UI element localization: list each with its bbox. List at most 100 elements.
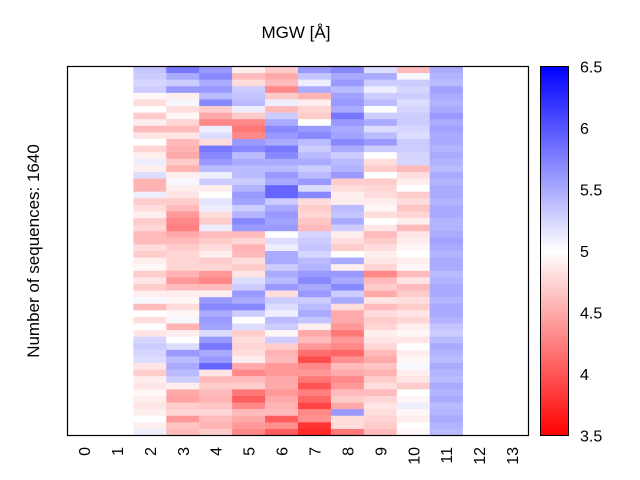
heatmap-cell xyxy=(232,251,266,258)
heatmap-cell xyxy=(232,79,266,87)
heatmap-cell xyxy=(265,428,299,436)
heatmap-cell xyxy=(363,132,398,140)
heatmap-cell xyxy=(363,171,398,179)
heatmap-cell xyxy=(429,211,463,219)
heatmap-cell xyxy=(429,86,463,94)
heatmap-cell xyxy=(330,211,365,219)
heatmap-cell xyxy=(265,79,299,87)
x-tick-label: 4 xyxy=(209,447,226,456)
heatmap-cell xyxy=(199,251,233,258)
heatmap-cell xyxy=(232,112,266,120)
heatmap-cell xyxy=(363,237,398,245)
x-tick-label: 5 xyxy=(242,447,259,456)
colorbar-tick-label: 6 xyxy=(580,121,589,138)
heatmap-cell xyxy=(396,376,431,384)
heatmap-cell xyxy=(330,330,365,337)
heatmap-cell xyxy=(298,211,332,219)
colorbar-tick-label: 4 xyxy=(580,367,589,384)
colorbar xyxy=(540,66,569,436)
heatmap-cell xyxy=(199,132,233,140)
heatmap-cell xyxy=(429,112,463,120)
heatmap-cell xyxy=(363,356,398,364)
heatmap-cell xyxy=(363,402,398,410)
heatmap-cell xyxy=(232,138,266,146)
heatmap-cell xyxy=(363,165,398,173)
heatmap-cell xyxy=(265,99,299,107)
heatmap-cell xyxy=(330,389,365,397)
heatmap-cell xyxy=(232,395,266,403)
heatmap-cell xyxy=(396,363,431,370)
heatmap-cell xyxy=(265,389,299,397)
x-tick-label: 3 xyxy=(176,447,193,456)
heatmap-cell xyxy=(363,152,398,160)
heatmap-cell xyxy=(330,231,365,239)
heatmap-cell xyxy=(232,277,266,285)
heatmap-cell xyxy=(199,409,233,417)
heatmap-cell xyxy=(166,79,200,87)
heatmap-cell xyxy=(429,356,463,364)
heatmap-cell xyxy=(330,264,365,272)
heatmap-cell xyxy=(166,402,200,410)
heatmap-cell xyxy=(199,92,233,100)
heatmap-cell xyxy=(232,376,266,384)
x-tick-label: 7 xyxy=(307,447,324,456)
heatmap-cell xyxy=(265,204,299,212)
heatmap-cell xyxy=(298,66,332,74)
heatmap-cell xyxy=(330,138,365,146)
heatmap-cell xyxy=(199,198,233,206)
heatmap-cell xyxy=(232,343,266,351)
heatmap-cell xyxy=(133,106,167,113)
heatmap-cell xyxy=(429,145,463,153)
heatmap-cell xyxy=(133,224,167,232)
heatmap-cell xyxy=(133,264,167,272)
chart-title: MGW [Å] xyxy=(262,23,331,42)
heatmap-cell xyxy=(232,270,266,278)
heatmap-cell xyxy=(396,119,431,127)
x-tick-label: 9 xyxy=(373,447,390,456)
heatmap-cell xyxy=(396,79,431,87)
heatmap-cell xyxy=(133,112,167,120)
heatmap-cell xyxy=(429,152,463,160)
heatmap-cell xyxy=(232,330,266,337)
heatmap-cell xyxy=(330,119,365,127)
heatmap-cell xyxy=(396,395,431,403)
heatmap-cell xyxy=(298,145,332,153)
heatmap-cell xyxy=(363,290,398,298)
colorbar-tick-label: 6.5 xyxy=(580,60,602,77)
heatmap-cell xyxy=(330,178,365,186)
heatmap-cell xyxy=(232,191,266,199)
heatmap-cell xyxy=(363,198,398,206)
heatmap-cell xyxy=(429,264,463,272)
heatmap-cell xyxy=(265,264,299,272)
heatmap-cell xyxy=(330,198,365,206)
heatmap-cell xyxy=(396,310,431,318)
heatmap-cell xyxy=(298,178,332,186)
heatmap-cell xyxy=(363,86,398,94)
heatmap-cell xyxy=(133,363,167,370)
heatmap-cell xyxy=(199,211,233,219)
heatmap-cell xyxy=(298,270,332,278)
heatmap-cell xyxy=(363,310,398,318)
heatmap-cell xyxy=(265,330,299,337)
heatmap-cell xyxy=(166,395,200,403)
heatmap-cell xyxy=(265,395,299,403)
heatmap-cell xyxy=(330,244,365,252)
heatmap-cell xyxy=(199,106,233,113)
heatmap-cell xyxy=(133,165,167,173)
heatmap-cell xyxy=(166,349,200,357)
heatmap-cell xyxy=(199,158,233,166)
heatmap-cell xyxy=(396,86,431,94)
heatmap-cell xyxy=(396,290,431,298)
heatmap-cell xyxy=(199,244,233,252)
heatmap-cell xyxy=(166,251,200,258)
heatmap-cell xyxy=(133,237,167,245)
heatmap-cell xyxy=(199,402,233,410)
heatmap-cell xyxy=(330,336,365,344)
heatmap-cell xyxy=(298,369,332,377)
x-tick-label: 10 xyxy=(406,447,423,465)
heatmap-cell xyxy=(166,343,200,351)
heatmap-cell xyxy=(298,363,332,370)
heatmap-cell xyxy=(232,382,266,390)
heatmap-cell xyxy=(166,382,200,390)
heatmap-cell xyxy=(133,211,167,219)
